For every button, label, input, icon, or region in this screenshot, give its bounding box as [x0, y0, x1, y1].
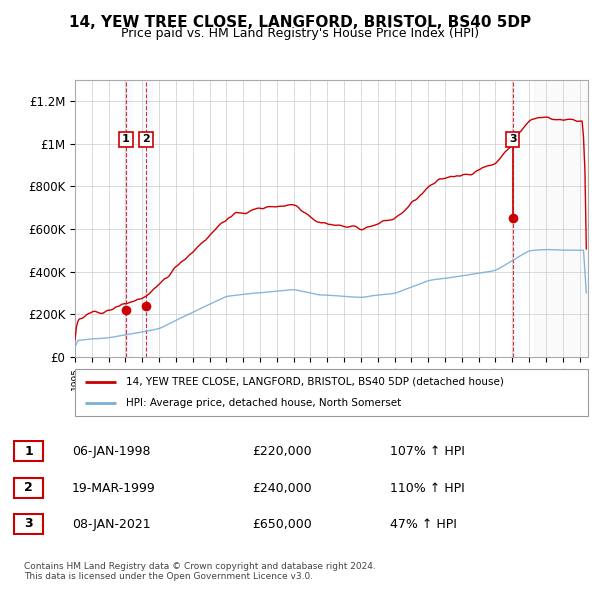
Text: £240,000: £240,000: [252, 481, 311, 495]
FancyBboxPatch shape: [14, 477, 43, 498]
Text: 14, YEW TREE CLOSE, LANGFORD, BRISTOL, BS40 5DP: 14, YEW TREE CLOSE, LANGFORD, BRISTOL, B…: [69, 15, 531, 30]
Bar: [510, 80, 520, 357]
Text: 14, YEW TREE CLOSE, LANGFORD, BRISTOL, BS40 5DP (detached house): 14, YEW TREE CLOSE, LANGFORD, BRISTOL, B…: [127, 377, 504, 387]
Text: 06-JAN-1998: 06-JAN-1998: [72, 445, 151, 458]
Text: 110% ↑ HPI: 110% ↑ HPI: [390, 481, 465, 495]
Text: 107% ↑ HPI: 107% ↑ HPI: [390, 445, 465, 458]
Text: 47% ↑ HPI: 47% ↑ HPI: [390, 518, 457, 531]
Text: Price paid vs. HM Land Registry's House Price Index (HPI): Price paid vs. HM Land Registry's House …: [121, 27, 479, 40]
Text: 1: 1: [24, 445, 33, 458]
Bar: [534, 80, 588, 357]
Text: £220,000: £220,000: [252, 445, 311, 458]
FancyBboxPatch shape: [75, 369, 588, 416]
Text: 1: 1: [122, 135, 130, 145]
Bar: [124, 80, 133, 357]
Text: £650,000: £650,000: [252, 518, 312, 531]
FancyBboxPatch shape: [14, 441, 43, 461]
FancyBboxPatch shape: [14, 514, 43, 534]
Text: 2: 2: [24, 481, 33, 494]
Text: HPI: Average price, detached house, North Somerset: HPI: Average price, detached house, Nort…: [127, 398, 401, 408]
Text: Contains HM Land Registry data © Crown copyright and database right 2024.
This d: Contains HM Land Registry data © Crown c…: [24, 562, 376, 581]
Text: 19-MAR-1999: 19-MAR-1999: [72, 481, 156, 495]
Text: 08-JAN-2021: 08-JAN-2021: [72, 518, 151, 531]
Text: 3: 3: [24, 517, 33, 530]
Text: 2: 2: [142, 135, 150, 145]
Text: 3: 3: [509, 135, 517, 145]
Bar: [143, 80, 153, 357]
